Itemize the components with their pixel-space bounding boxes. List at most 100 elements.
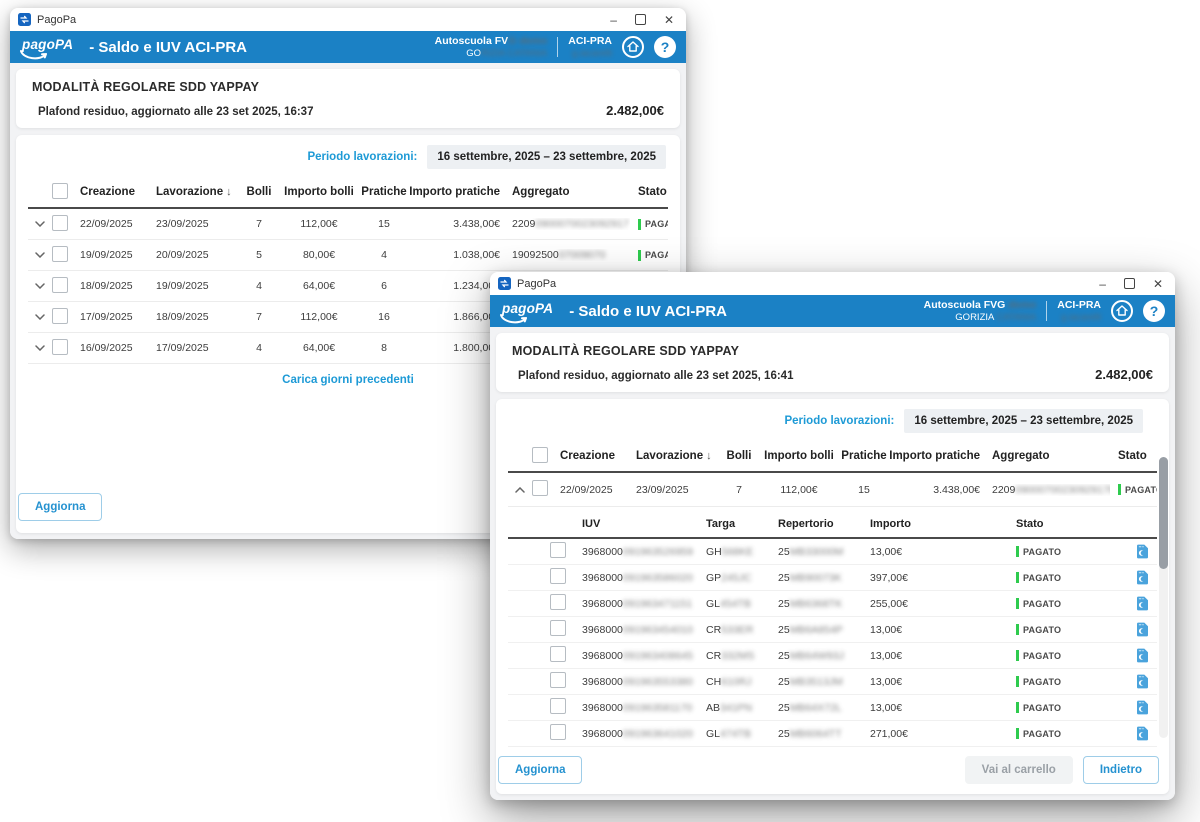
status-bar-icon — [1016, 546, 1019, 557]
col-lavorazione[interactable]: Lavorazione↓ — [156, 186, 240, 198]
cell-iuv: 3968000091963581170 — [582, 702, 706, 714]
col-aggregato: Aggregato — [980, 450, 1110, 462]
iuv-checkbox[interactable] — [550, 594, 566, 610]
cell-pratiche: 15 — [360, 218, 408, 230]
org-name: Autoscuola FV — [435, 35, 509, 47]
chevron-down-icon[interactable] — [35, 221, 45, 227]
app-title: PagoPa — [517, 278, 556, 290]
status-badge: PAGATO — [1016, 546, 1123, 557]
minimize-button[interactable]: – — [1099, 278, 1106, 290]
cell-targa: AB341PN — [706, 702, 778, 714]
chevron-down-icon[interactable] — [35, 314, 45, 320]
cell-targa: GL474TB — [706, 728, 778, 740]
select-all-checkbox[interactable] — [52, 183, 68, 199]
receipt-icon[interactable] — [1136, 726, 1149, 741]
cell-iuv: 3968000091963454010 — [582, 624, 706, 636]
row-checkbox[interactable] — [52, 308, 68, 324]
receipt-icon[interactable] — [1136, 700, 1149, 715]
receipt-icon[interactable] — [1136, 570, 1149, 585]
close-button[interactable]: ✕ — [1153, 278, 1163, 290]
iuv-checkbox[interactable] — [550, 724, 566, 740]
cell-bolli: 4 — [240, 280, 278, 292]
cell-iuv: 3968000091963408645 — [582, 650, 706, 662]
status-badge: PAGATO — [1110, 484, 1157, 495]
home-icon[interactable] — [1111, 300, 1133, 322]
period-value[interactable]: 16 settembre, 2025 – 23 settembre, 2025 — [904, 409, 1143, 433]
plafond-title: MODALITÀ REGOLARE SDD YAPPAY — [32, 80, 664, 94]
status-bar-icon — [1016, 650, 1019, 661]
row-checkbox[interactable] — [52, 215, 68, 231]
col-bolli: Bolli — [240, 186, 278, 198]
titlebar[interactable]: PagoPa – ✕ — [10, 8, 686, 31]
cell-importo-pratiche: 1.800,00€ — [408, 342, 500, 354]
col-stato: Stato — [630, 186, 668, 198]
receipt-icon[interactable] — [1136, 596, 1149, 611]
window-front: PagoPa – ✕ pagoPA - Saldo e IUV ACI-PRA … — [490, 272, 1175, 800]
cell-importo-bolli: 64,00€ — [278, 342, 360, 354]
receipt-icon[interactable] — [1136, 622, 1149, 637]
cell-importo-bolli: 80,00€ — [278, 249, 360, 261]
aggiorna-button[interactable]: Aggiorna — [18, 493, 102, 521]
cell-lavorazione: 17/09/2025 — [156, 342, 240, 354]
help-icon[interactable]: ? — [654, 36, 676, 58]
titlebar[interactable]: PagoPa – ✕ — [490, 272, 1175, 295]
chevron-down-icon[interactable] — [35, 283, 45, 289]
maximize-button[interactable] — [1124, 278, 1135, 289]
iuv-checkbox[interactable] — [550, 698, 566, 714]
status-bar-icon — [1016, 572, 1019, 583]
cell-importo-bolli: 64,00€ — [278, 280, 360, 292]
cell-iuv: 3968000091963553380 — [582, 676, 706, 688]
status-badge: PAGATO — [1016, 650, 1123, 661]
receipt-icon[interactable] — [1136, 544, 1149, 559]
minimize-button[interactable]: – — [610, 14, 617, 26]
period-value[interactable]: 16 settembre, 2025 – 23 settembre, 2025 — [427, 145, 666, 169]
row-checkbox[interactable] — [52, 277, 68, 293]
iuv-checkbox[interactable] — [550, 620, 566, 636]
iuv-checkbox[interactable] — [550, 542, 566, 558]
chevron-up-icon[interactable] — [515, 487, 525, 493]
cell-targa: GH568KE — [706, 546, 778, 558]
cell-importo-pratiche: 3.438,00€ — [888, 484, 980, 496]
iuv-checkbox[interactable] — [550, 646, 566, 662]
header-bar: pagoPA - Saldo e IUV ACI-PRA Autoscuola … — [10, 31, 686, 63]
row-checkbox[interactable] — [52, 246, 68, 262]
plafond-card: MODALITÀ REGOLARE SDD YAPPAY Plafond res… — [496, 333, 1169, 392]
vai-al-carrello-button[interactable]: Vai al carrello — [965, 756, 1073, 784]
scrollbar-track — [1159, 457, 1168, 738]
cell-bolli: 7 — [720, 484, 758, 496]
cell-creazione: 17/09/2025 — [80, 311, 156, 323]
account-type: ACI-PRA — [1057, 299, 1101, 312]
row-checkbox[interactable] — [52, 339, 68, 355]
plafond-subtitle: Plafond residuo, aggiornato alle 23 set … — [32, 106, 313, 118]
close-button[interactable]: ✕ — [664, 14, 674, 26]
status-bar-icon — [1016, 728, 1019, 739]
page-title: - Saldo e IUV ACI-PRA — [89, 39, 247, 56]
help-icon[interactable]: ? — [1143, 300, 1165, 322]
aggiorna-button[interactable]: Aggiorna — [498, 756, 582, 784]
receipt-icon[interactable] — [1136, 648, 1149, 663]
select-all-checkbox[interactable] — [532, 447, 548, 463]
col-repertorio: Repertorio — [778, 518, 870, 530]
cell-importo: 13,00€ — [870, 546, 1016, 558]
cell-bolli: 4 — [240, 342, 278, 354]
scrollbar-thumb[interactable] — [1159, 457, 1168, 569]
iuv-checkbox[interactable] — [550, 568, 566, 584]
row-checkbox[interactable] — [532, 480, 548, 496]
home-icon[interactable] — [622, 36, 644, 58]
receipt-icon[interactable] — [1136, 674, 1149, 689]
indietro-button[interactable]: Indietro — [1083, 756, 1159, 784]
iuv-checkbox[interactable] — [550, 672, 566, 688]
account-user: g.iacarelli — [1057, 312, 1101, 323]
logo-swoosh-icon — [499, 314, 529, 325]
maximize-button[interactable] — [635, 14, 646, 25]
cell-bolli: 7 — [240, 218, 278, 230]
col-importo-bolli: Importo bolli — [758, 450, 840, 462]
col-lavorazione[interactable]: Lavorazione↓ — [636, 450, 720, 462]
chevron-down-icon[interactable] — [35, 345, 45, 351]
cell-importo: 271,00€ — [870, 728, 1016, 740]
period-label: Periodo lavorazioni: — [784, 415, 894, 427]
cell-creazione: 18/09/2025 — [80, 280, 156, 292]
org-info: Autoscuola FVG demo GORIZIA CATANIA — [924, 299, 1037, 323]
chevron-down-icon[interactable] — [35, 252, 45, 258]
cell-creazione: 19/09/2025 — [80, 249, 156, 261]
